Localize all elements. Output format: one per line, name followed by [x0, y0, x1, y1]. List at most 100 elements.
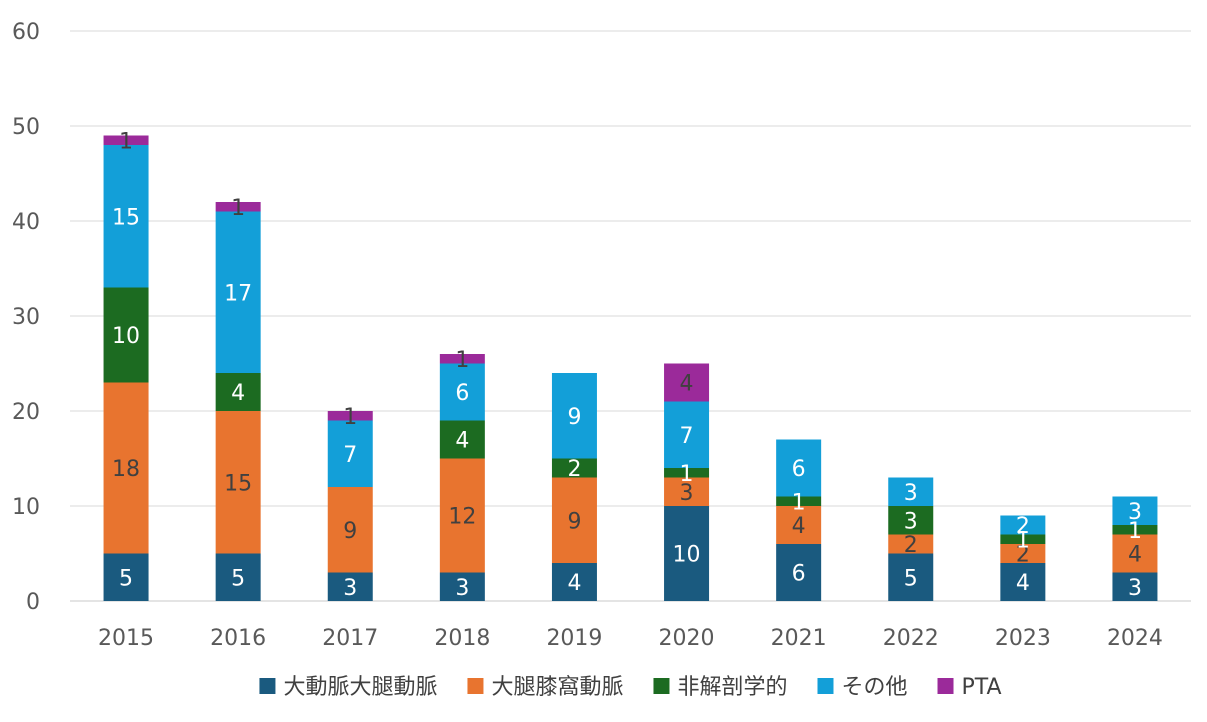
- y-tick-label: 30: [12, 305, 40, 330]
- x-axis: 2015 2016 2017 2018 2019 2020 2021 2022 2023 2024: [98, 626, 1163, 651]
- x-tick-label: 2016: [210, 626, 266, 651]
- data-label: 1: [231, 196, 245, 221]
- data-label: 9: [343, 519, 357, 544]
- data-label: 5: [231, 566, 245, 591]
- bars: [103, 135, 1158, 601]
- bar-segment: [551, 458, 597, 478]
- x-tick-label: 2020: [659, 626, 715, 651]
- bar-segment: [664, 506, 710, 601]
- legend-item: PTA: [937, 675, 1002, 700]
- bar-segment: [1000, 544, 1046, 563]
- data-label: 1: [1128, 519, 1142, 544]
- data-label: 7: [680, 424, 694, 449]
- data-label: 1: [343, 405, 357, 430]
- bar-segment: [1112, 534, 1158, 573]
- data-label: 12: [448, 505, 476, 530]
- bar-segment: [1000, 515, 1046, 535]
- data-label: 4: [680, 372, 694, 397]
- data-label: 9: [567, 509, 581, 534]
- bar-segment: [776, 506, 822, 544]
- data-label: 6: [455, 381, 469, 406]
- data-label: 3: [680, 481, 694, 506]
- legend-label: 大腿膝窩動脈: [491, 675, 623, 700]
- bar-segment: [551, 477, 597, 563]
- data-label: 1: [119, 129, 133, 154]
- x-tick-label: 2019: [546, 626, 602, 651]
- data-label: 3: [1128, 500, 1142, 525]
- bar-segment: [439, 354, 485, 364]
- bar-segment: [1112, 572, 1158, 601]
- data-label: 3: [1128, 576, 1142, 601]
- y-tick-label: 40: [12, 210, 40, 235]
- data-label: 3: [343, 576, 357, 601]
- data-label: 4: [792, 514, 806, 539]
- data-label: 4: [567, 571, 581, 596]
- legend: 大動脈大腿動脈 大腿膝窩動脈 非解剖学的 その他 PTA: [259, 675, 1002, 700]
- data-label: 10: [112, 324, 140, 349]
- data-label: 2: [567, 457, 581, 482]
- legend-label: その他: [841, 675, 907, 700]
- legend-label: 大動脈大腿動脈: [283, 675, 437, 700]
- bar-segment: [776, 544, 822, 601]
- data-label: 15: [224, 471, 252, 496]
- data-label: 1: [1016, 528, 1030, 553]
- bar-segment: [327, 487, 373, 573]
- data-label: 6: [792, 562, 806, 587]
- bar-segment: [327, 572, 373, 601]
- data-label: 3: [455, 576, 469, 601]
- bar-segment: [215, 411, 261, 554]
- data-label: 2: [904, 533, 918, 558]
- data-label: 9: [567, 405, 581, 430]
- data-label: 5: [119, 566, 133, 591]
- x-tick-label: 2015: [98, 626, 154, 651]
- bar-segment: [551, 563, 597, 601]
- legend-swatch: [937, 678, 954, 694]
- data-labels: 5181015151541713971312461492910317464165…: [112, 129, 1142, 601]
- bar-segment: [1000, 563, 1046, 601]
- legend-item: 大腿膝窩動脈: [467, 675, 623, 700]
- data-label: 5: [904, 566, 918, 591]
- data-label: 1: [792, 490, 806, 515]
- data-label: 1: [455, 348, 469, 373]
- bar-segment: [439, 363, 485, 421]
- bar-segment: [103, 287, 149, 383]
- legend-swatch: [467, 678, 484, 694]
- bar-segment: [776, 496, 822, 506]
- data-label: 7: [343, 443, 357, 468]
- data-label: 2: [1016, 543, 1030, 568]
- data-label: 4: [1128, 543, 1142, 568]
- x-tick-label: 2021: [771, 626, 827, 651]
- bar-segment: [215, 553, 261, 601]
- bar-segment: [1112, 496, 1158, 525]
- legend-item: その他: [817, 675, 908, 700]
- x-tick-label: 2022: [883, 626, 939, 651]
- legend-label: 非解剖学的: [677, 675, 787, 700]
- data-label: 1: [680, 462, 694, 487]
- bar-segment: [664, 477, 710, 506]
- bar-segment: [551, 373, 597, 459]
- legend-swatch: [817, 678, 834, 694]
- data-label: 15: [112, 205, 140, 230]
- x-tick-label: 2024: [1107, 626, 1163, 651]
- x-tick-label: 2017: [322, 626, 378, 651]
- data-label: 4: [1016, 571, 1030, 596]
- y-tick-label: 50: [12, 115, 40, 140]
- data-label: 6: [792, 457, 806, 482]
- x-tick-label: 2018: [434, 626, 490, 651]
- y-tick-label: 60: [12, 20, 40, 45]
- y-axis: 0 10 20 30 40 50 60: [12, 20, 40, 615]
- data-label: 3: [904, 509, 918, 534]
- bar-segment: [327, 420, 373, 487]
- data-label: 17: [224, 281, 252, 306]
- bar-segment: [664, 363, 710, 402]
- data-label: 10: [673, 543, 701, 568]
- bar-segment: [664, 401, 710, 468]
- bar-segment: [776, 439, 822, 497]
- legend-swatch: [653, 678, 670, 694]
- bar-segment: [215, 373, 261, 411]
- bar-segment: [439, 420, 485, 459]
- data-label: 18: [112, 457, 140, 482]
- legend-item: 大動脈大腿動脈: [259, 675, 437, 700]
- data-label: 4: [231, 381, 245, 406]
